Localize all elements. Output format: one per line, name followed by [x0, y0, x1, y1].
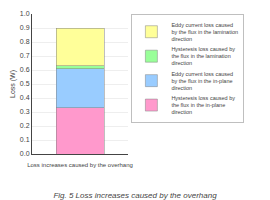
svg-text:0.9: 0.9: [20, 24, 30, 31]
svg-text:0.1: 0.1: [20, 136, 30, 143]
svg-text:Loss increases caused by the o: Loss increases caused by the overhang: [27, 162, 133, 168]
svg-text:1.0: 1.0: [20, 10, 30, 17]
svg-text:0.8: 0.8: [20, 38, 30, 45]
svg-text:0.5: 0.5: [20, 80, 30, 87]
svg-text:Fig. 5 Loss increases caused b: Fig. 5 Loss increases caused by the over…: [53, 191, 217, 200]
svg-text:0.0: 0.0: [20, 150, 30, 157]
svg-text:Eddy current loss causedby the: Eddy current loss causedby the flux in t…: [171, 71, 233, 91]
svg-text:0.7: 0.7: [20, 52, 30, 59]
svg-text:Hysteresis loss caused bythe f: Hysteresis loss caused bythe flux in the…: [171, 46, 235, 66]
svg-text:0.2: 0.2: [20, 122, 30, 129]
svg-text:Loss (W): Loss (W): [9, 70, 17, 98]
svg-text:Hysteresis loss caused bythe f: Hysteresis loss caused bythe flux in the…: [171, 95, 235, 115]
svg-text:0.6: 0.6: [20, 66, 30, 73]
svg-text:0.4: 0.4: [20, 94, 30, 101]
svg-text:Eddy current loss causedby the: Eddy current loss causedby the flux in t…: [171, 22, 238, 42]
svg-text:0.3: 0.3: [20, 108, 30, 115]
